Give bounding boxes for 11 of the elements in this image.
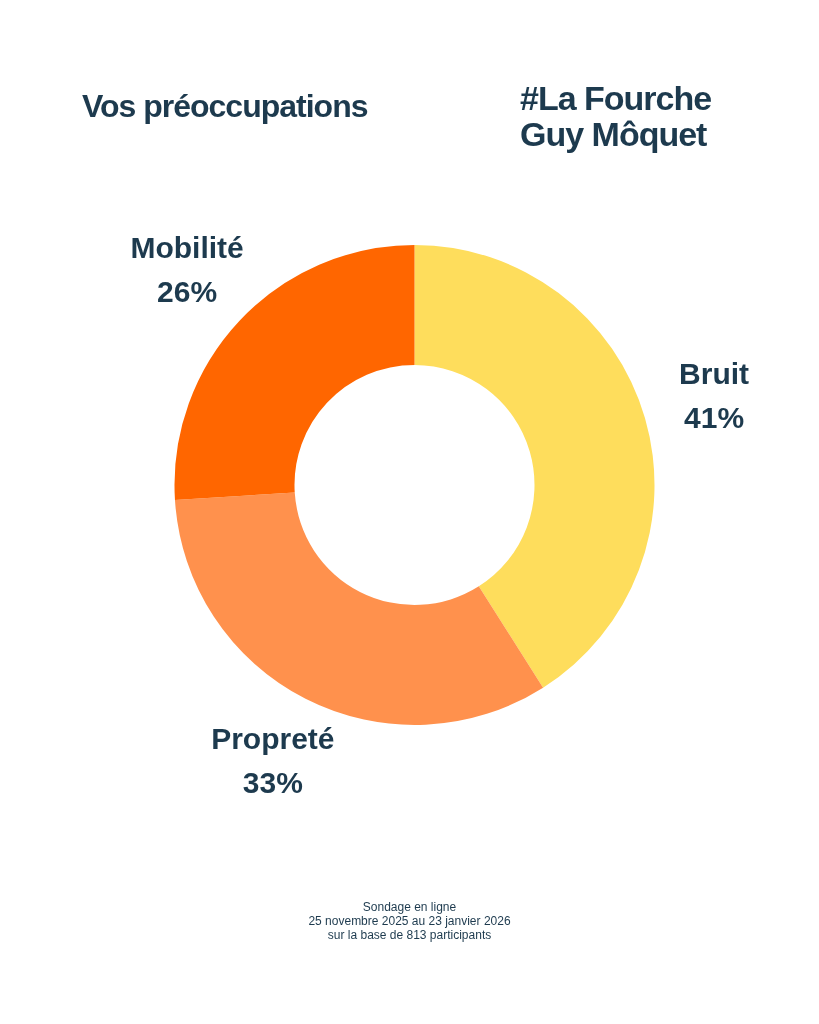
- slice-label: Mobilité: [130, 230, 244, 264]
- chart-title: Vos préoccupations: [82, 88, 368, 125]
- chart-subtitle: #La Fourche Guy Môquet: [520, 79, 713, 153]
- data-label: 26%: [157, 274, 218, 308]
- slice-label: Bruit: [679, 357, 750, 391]
- text: Sondage en ligne: [361, 900, 458, 914]
- text: 25 novembre 2025 au 23 janvier 2026: [307, 914, 512, 928]
- data-label: 33%: [242, 766, 303, 800]
- data-label: 41%: [684, 401, 745, 435]
- text: sur la base de 813 participants: [326, 928, 493, 942]
- slice-label: Propreté: [211, 722, 335, 756]
